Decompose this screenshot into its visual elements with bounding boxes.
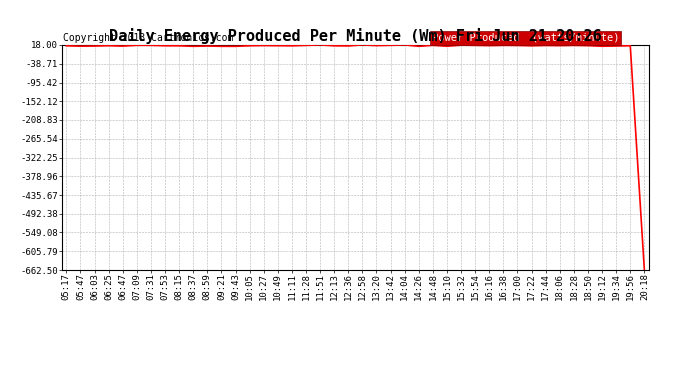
- Text: Copyright 2013 Cartronics.com: Copyright 2013 Cartronics.com: [63, 33, 233, 43]
- Title: Daily Energy Produced Per Minute (Wm) Fri Jun 21 20:26: Daily Energy Produced Per Minute (Wm) Fr…: [109, 28, 602, 44]
- Text: Power Produced  (watts/minute): Power Produced (watts/minute): [431, 33, 619, 43]
